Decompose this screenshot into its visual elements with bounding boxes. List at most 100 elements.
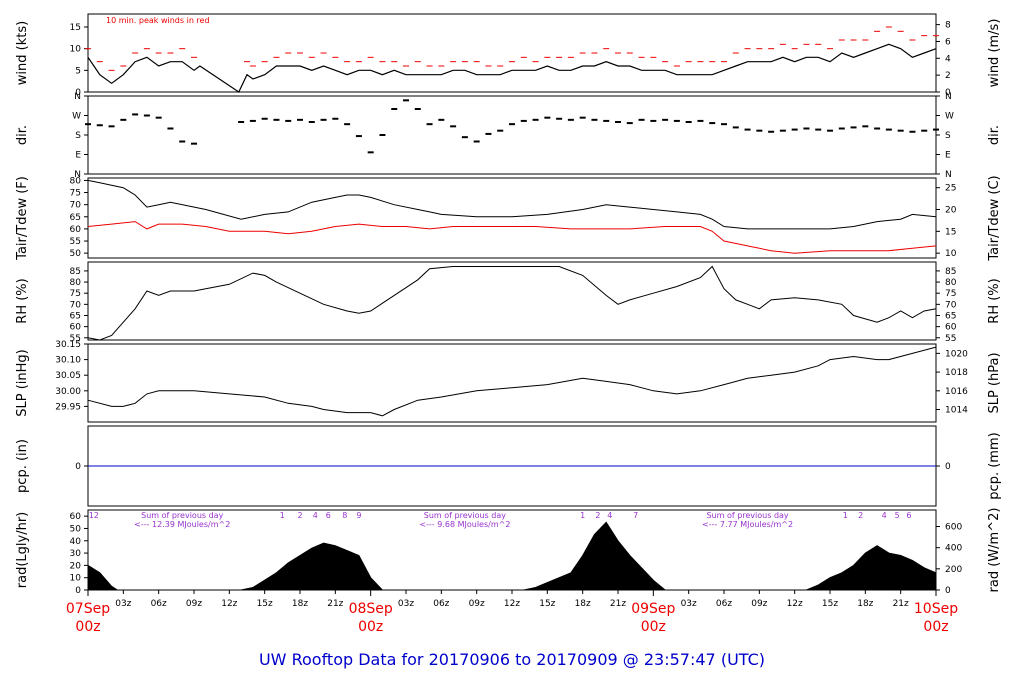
dir-right-tick-label: E [945,151,951,161]
time-tick-label: 03z [115,599,131,609]
wind-left-tick-label: 10 [70,45,82,55]
temp-left-tick-label: 65 [70,213,81,223]
slp-ylabel-right: SLP (hPa) [987,352,1002,413]
dir-left-tick-label: S [75,131,81,141]
rad-annotation: 2 [858,511,863,520]
rh-ylabel-left: RH (%) [15,278,30,323]
dir-panel-frame [87,95,937,175]
slp-left-tick-label: 29.95 [55,402,81,412]
rh-left-tick-label: 80 [70,278,82,288]
wind-ylabel-left: wind (kts) [15,21,30,85]
wind-right-tick-label: 6 [945,37,951,47]
wind-right-tick-label: 0 [945,88,951,98]
time-tick-label: 09z [186,599,202,609]
day-label-time: 00z [923,619,948,635]
rad-annotation: 7 [633,511,638,520]
rad-left-tick-label: 50 [70,524,82,534]
rad-left-tick-label: 10 [70,574,82,584]
rad-left-tick-label: 40 [70,537,82,547]
rad-annotation: 4 [607,511,612,520]
temp-left-tick-label: 70 [70,201,82,211]
rh-right-tick-label: 60 [945,323,957,333]
slp-left-tick-label: 30.05 [55,371,81,381]
pcp-ylabel-right: pcp. (mm) [987,432,1002,499]
rad-right-tick-label: 600 [945,522,962,532]
rad-left-tick-label: 0 [75,586,81,596]
time-tick-label: 15z [822,599,838,609]
rad-ylabel-left: rad(Lgly/hr) [15,512,30,588]
rh-right-tick-label: 70 [945,300,957,310]
footer-title: UW Rooftop Data for 20170906 to 20170909… [258,650,766,669]
rad-annotation: 1 [843,511,848,520]
rad-annotation: 6 [906,511,911,520]
rad-annotation: <--- 12.39 MJoules/m^2 [134,520,230,529]
rh-left-tick-label: 60 [70,323,82,333]
wind-annotation: 10 min. peak winds in red [106,16,210,25]
rh-right-tick-label: 65 [945,311,956,321]
rad-annotation: 4 [882,511,887,520]
slp-ylabel-left: SLP (inHg) [15,349,30,417]
slp-line [87,346,937,417]
rh-right-tick-label: 75 [945,289,956,299]
rad-ylabel-right: rad (W/m^2) [987,508,1002,593]
day-label-date: 09Sep [631,601,675,617]
wind-left-tick-label: 5 [75,66,81,76]
rad-left-tick-label: 30 [70,549,82,559]
rh-right-tick-label: 80 [945,278,957,288]
dir-ylabel-left: dir. [15,125,30,145]
time-tick-label: 12z [504,599,520,609]
time-tick-label: 06z [716,599,732,609]
day-label-time: 00z [641,619,666,635]
time-tick-label: 18z [857,599,873,609]
temp-ylabel-left: Tair/Tdew (F) [15,176,30,261]
dir-ylabel-right: dir. [987,125,1002,145]
temp-ylabel-right: Tair/Tdew (C) [987,175,1002,261]
temp-tdew-line [87,221,937,254]
rad-annotation: 6 [326,511,331,520]
time-tick-label: 12z [221,599,237,609]
day-label-date: 07Sep [66,601,110,617]
rad-annotation: Sum of previous day [424,511,506,520]
rad-right-tick-label: 200 [945,565,962,575]
time-tick-label: 21z [893,599,909,609]
rh-line [87,265,937,341]
pcp-right-tick-label: 0 [945,462,951,472]
temp-right-tick-label: 10 [945,249,957,259]
temp-left-tick-label: 75 [70,189,81,199]
temp-left-tick-label: 50 [70,249,82,259]
pcp-ylabel-left: pcp. (in) [15,439,30,493]
rad-annotation: Sum of previous day [141,511,223,520]
rad-annotation: 9 [356,511,361,520]
temp-right-tick-label: 15 [945,227,956,237]
day-label-time: 00z [75,619,100,635]
slp-right-tick-label: 1014 [945,406,968,416]
temp-left-tick-label: 80 [70,176,82,186]
rad-annotation: <--- 7.77 MJoules/m^2 [702,520,793,529]
time-tick-label: 18z [292,599,308,609]
dir-right-tick-label: N [945,170,952,180]
slp-right-tick-label: 1020 [945,349,968,359]
rad-right-tick-label: 0 [945,586,951,596]
slp-right-tick-label: 1018 [945,368,968,378]
slp-panel-frame [87,343,937,423]
dir-right-tick-label: N [945,92,952,102]
time-tick-label: 03z [398,599,414,609]
time-tick-label: 06z [151,599,167,609]
slp-right-tick-label: 1016 [945,387,968,397]
time-tick-label: 18z [575,599,591,609]
time-tick-label: 06z [433,599,449,609]
time-tick-label: 15z [257,599,273,609]
time-tick-label: 21z [610,599,626,609]
temp-tair-line [87,179,937,230]
time-tick-label: 15z [539,599,555,609]
temp-left-tick-label: 55 [70,237,81,247]
time-tick-label: 09z [469,599,485,609]
rad-annotation: 8 [342,511,347,520]
dir-right-tick-label: S [945,131,951,141]
rh-right-tick-label: 55 [945,334,956,344]
dir-left-tick-label: E [75,151,81,161]
rad-annotation: 5 [895,511,900,520]
wind-mean-line [87,43,937,93]
rad-left-tick-label: 20 [70,561,82,571]
